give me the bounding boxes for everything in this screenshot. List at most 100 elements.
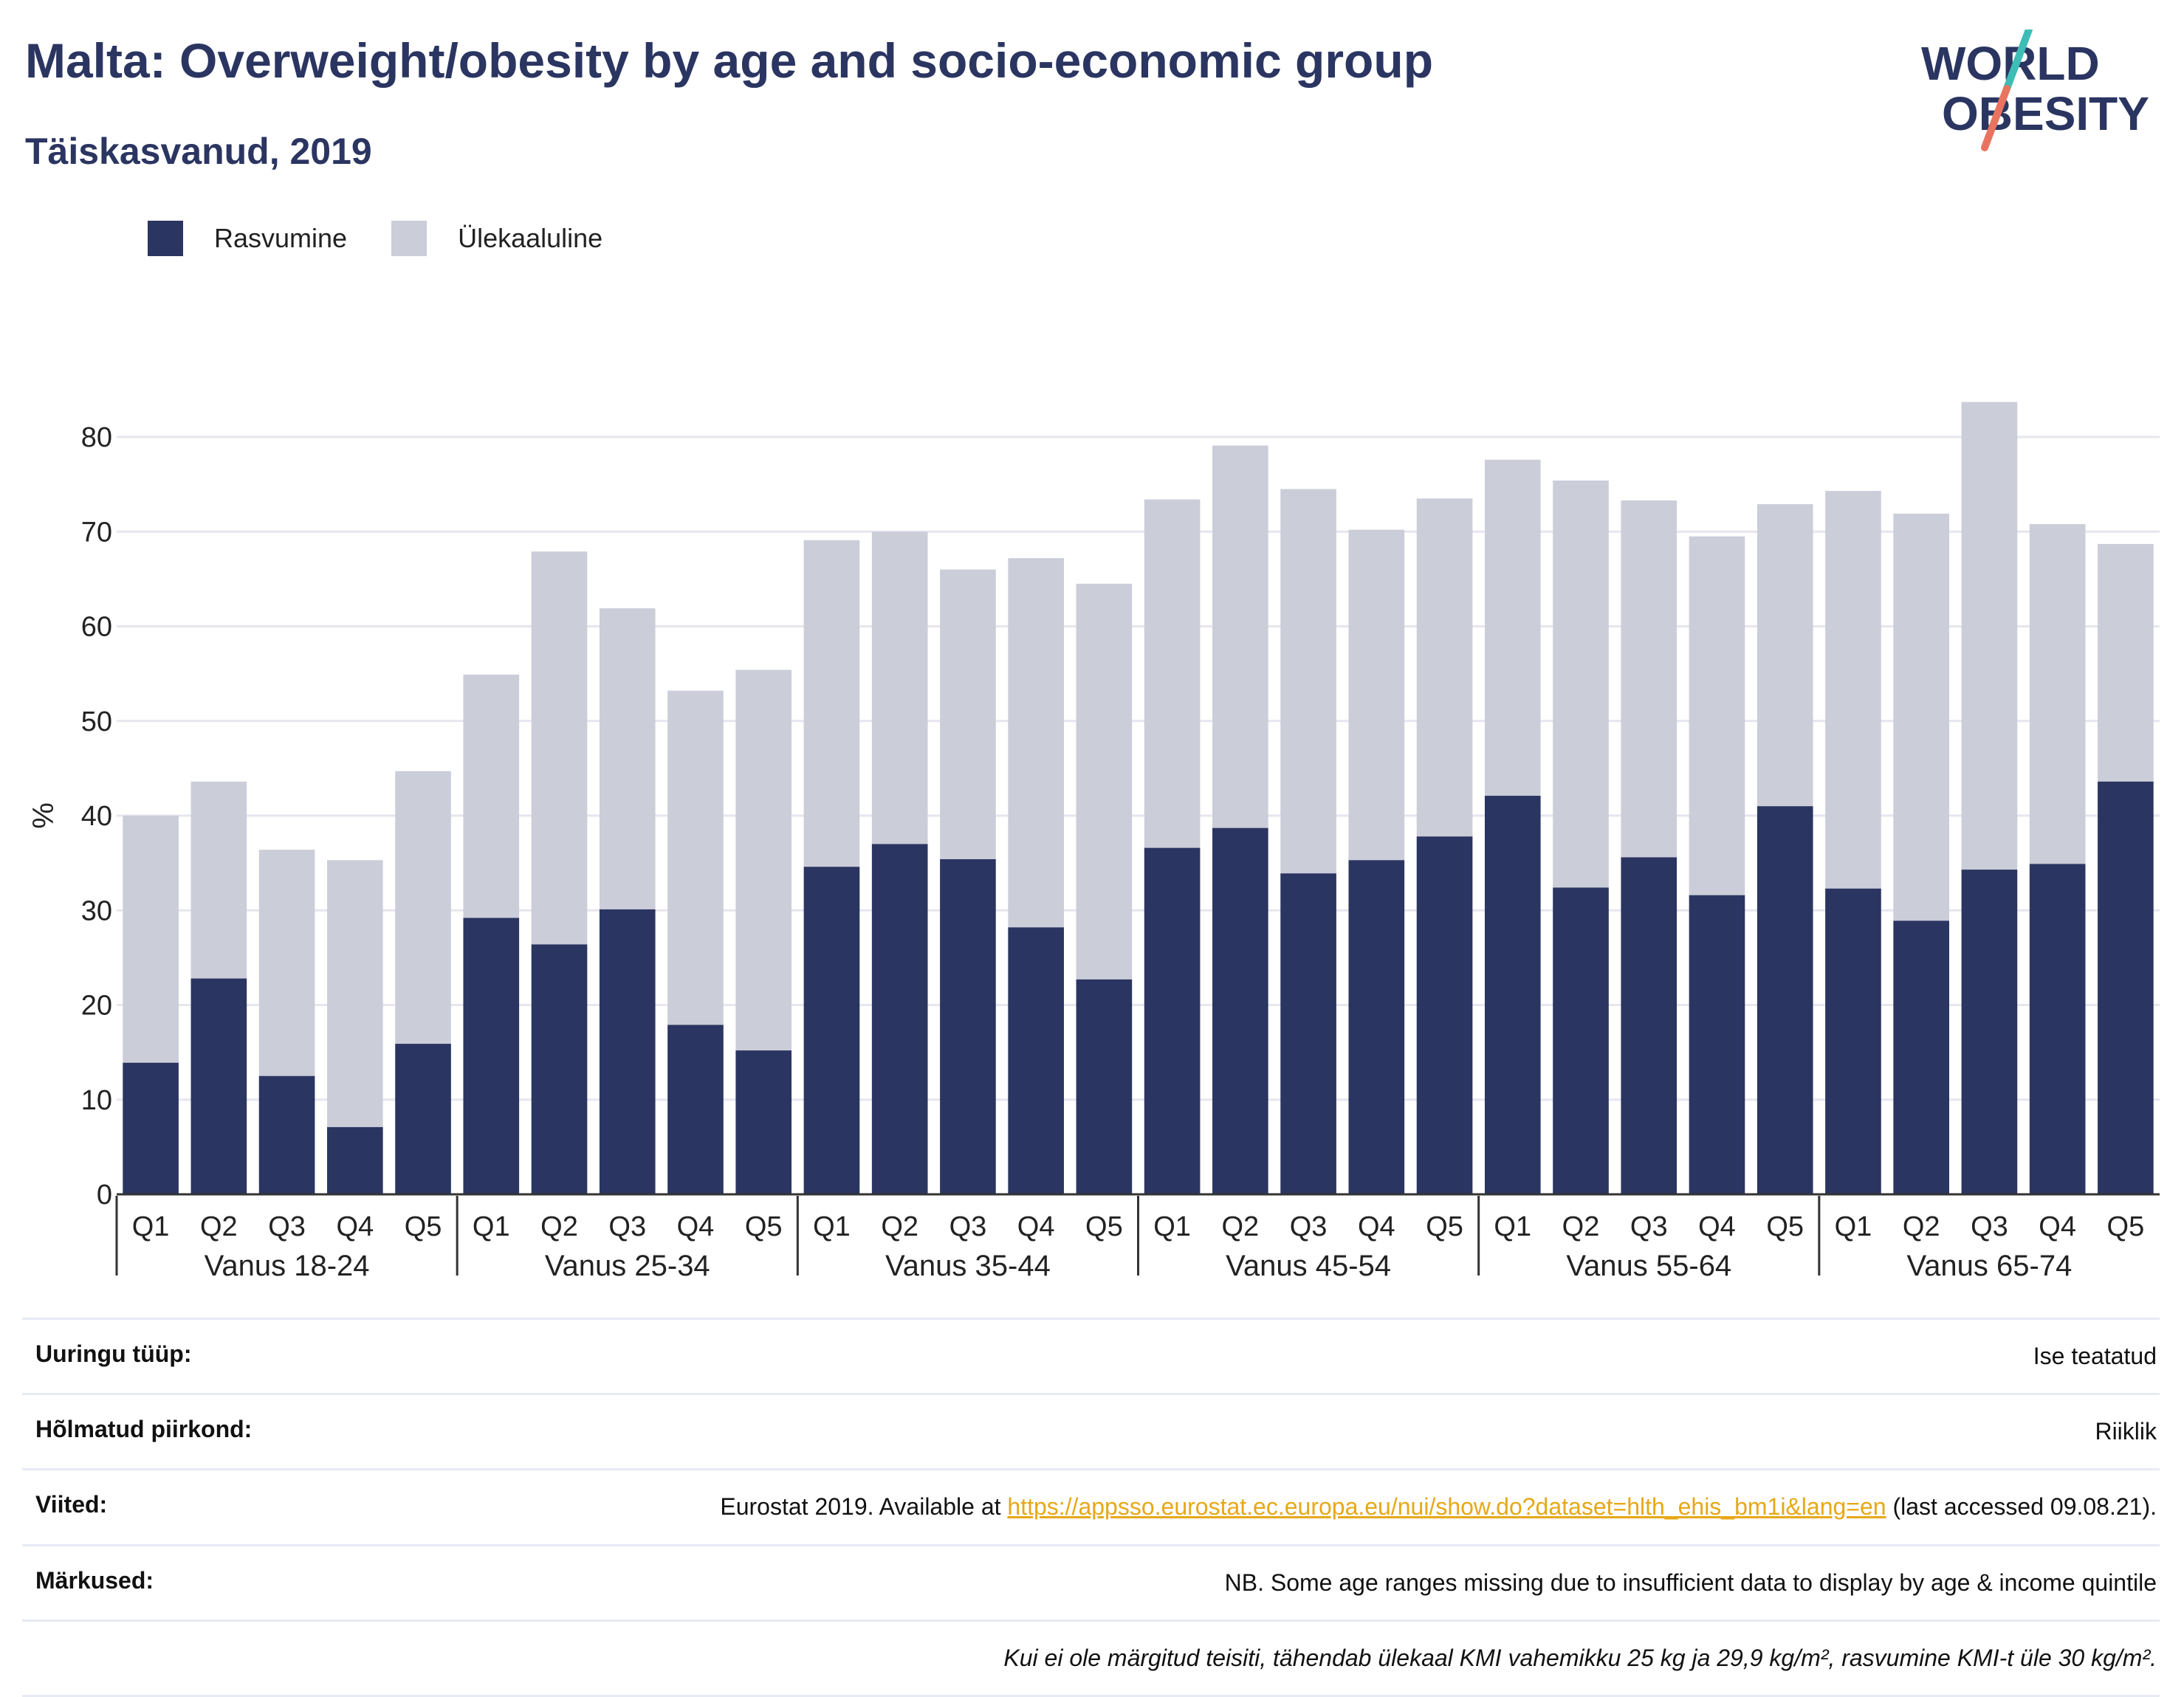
x-tick-label-g2-q2: Q2: [540, 1211, 578, 1242]
group-label-1: Vanus 18-24: [205, 1250, 370, 1282]
y-tick-label-0: 0: [97, 1180, 112, 1211]
bar-overweight-g4-q2: [1212, 445, 1268, 828]
bar-obesity-g6-q5: [2098, 781, 2154, 1194]
bar-overweight-g3-q1: [803, 540, 860, 867]
bar-obesity-g1-q3: [258, 1075, 315, 1194]
x-tick-label-g4-q4: Q4: [1358, 1211, 1395, 1242]
x-tick-label-g3-q5: Q5: [1085, 1211, 1123, 1242]
x-tick-label-g1-q2: Q2: [200, 1211, 238, 1242]
group-label-4: Vanus 45-54: [1226, 1250, 1391, 1282]
bar-obesity-g2-q2: [531, 944, 588, 1194]
x-tick-label-g5-q2: Q2: [1562, 1211, 1600, 1242]
references-value: Eurostat 2019. Available at https://apps…: [720, 1491, 2160, 1523]
x-tick-label-g3-q4: Q4: [1017, 1211, 1055, 1242]
x-tick-label-g6-q5: Q5: [2107, 1211, 2145, 1242]
y-tick-label-50: 50: [81, 706, 112, 737]
x-tick-label-g6-q3: Q3: [1971, 1211, 2008, 1242]
bar-overweight-g1-q3: [258, 850, 315, 1076]
bar-obesity-g3-q2: [871, 844, 928, 1194]
bar-obesity-g5-q1: [1484, 796, 1541, 1194]
legend-label-obesity: Rasvumine: [214, 223, 348, 253]
bar-obesity-g3-q3: [940, 858, 996, 1194]
y-tick-label-70: 70: [81, 517, 112, 548]
bar-obesity-g3-q4: [1008, 927, 1064, 1194]
x-tick-label-g6-q2: Q2: [1903, 1211, 1940, 1242]
logo-line-obesity: OBESITY: [1942, 87, 2149, 140]
logo-slash-coral: [1981, 85, 2010, 151]
x-tick-label-g2-q1: Q1: [473, 1211, 510, 1242]
info-table: Uuringu tüüp: Ise teatatud Hõlmatud piir…: [22, 1318, 2160, 1697]
bar-obesity-g4-q3: [1280, 873, 1336, 1194]
bar-obesity-g1-q1: [123, 1062, 179, 1194]
x-tick-label-g5-q5: Q5: [1766, 1211, 1804, 1242]
bar-obesity-g2-q3: [599, 909, 656, 1194]
bar-overweight-g2-q3: [599, 608, 656, 909]
stacked-bar-chart: 0 10 20 30 40 50 60 70 80% Q1 Q2 Q3 Q4 Q5 Vanus 18-24 Q…: [27, 402, 2160, 1282]
references-link[interactable]: https://appsso.eurostat.ec.europa.eu/nui…: [1007, 1493, 1886, 1521]
y-tick-label-10: 10: [81, 1085, 112, 1116]
bar-overweight-g4-q4: [1348, 529, 1405, 861]
bar-obesity-g1-q5: [395, 1044, 451, 1194]
bar-overweight-g1-q4: [327, 860, 383, 1127]
y-tick-label-80: 80: [81, 422, 112, 453]
x-tick-label-g3-q3: Q3: [950, 1211, 987, 1242]
bar-overweight-g2-q5: [735, 669, 792, 1051]
x-tick-label-g2-q5: Q5: [745, 1211, 783, 1242]
x-tick-label-g5-q4: Q4: [1698, 1211, 1736, 1242]
bar-obesity-g4-q1: [1144, 847, 1201, 1194]
legend-item-obesity[interactable]: Rasvumine: [148, 221, 347, 256]
bar-overweight-g5-q3: [1621, 500, 1678, 858]
bar-overweight-g2-q4: [667, 690, 724, 1025]
bar-overweight-g1-q1: [123, 816, 179, 1063]
bar-obesity-g5-q2: [1553, 887, 1609, 1194]
info-row-notes: Märkused: NB. Some age ranges missing du…: [22, 1543, 2160, 1619]
legend-swatch-overweight: [391, 221, 427, 256]
bar-obesity-g6-q3: [1961, 870, 2018, 1194]
bar-overweight-g1-q2: [190, 781, 247, 979]
bar-obesity-g4-q2: [1212, 827, 1268, 1194]
bar-obesity-g6-q1: [1825, 888, 1881, 1194]
bar-obesity-g2-q4: [667, 1025, 724, 1194]
bar-overweight-g6-q1: [1825, 491, 1881, 889]
y-axis-label: %: [27, 802, 60, 829]
references-suffix: (last accessed 09.08.21).: [1886, 1493, 2157, 1521]
bar-obesity-g4-q5: [1416, 836, 1473, 1194]
x-tick-label-g5-q1: Q1: [1494, 1211, 1531, 1242]
bar-obesity-g6-q4: [2029, 864, 2086, 1194]
bar-obesity-g3-q5: [1076, 979, 1133, 1194]
info-row-region: Hõlmatud piirkond: Riiklik: [22, 1393, 2160, 1468]
bar-obesity-g5-q4: [1689, 895, 1745, 1194]
bar-obesity-g5-q5: [1757, 806, 1813, 1194]
y-tick-label-40: 40: [81, 801, 112, 832]
bar-overweight-g5-q4: [1689, 536, 1745, 895]
x-tick-label-g1-q1: Q1: [132, 1211, 170, 1242]
bar-obesity-g2-q1: [463, 918, 520, 1194]
x-tick-label-g3-q2: Q2: [881, 1211, 918, 1242]
bar-obesity-g2-q5: [735, 1050, 792, 1194]
group-label-6: Vanus 65-74: [1906, 1250, 2072, 1282]
legend-item-overweight[interactable]: Ülekaaluline: [391, 221, 602, 256]
region-value: Riiklik: [2095, 1418, 2157, 1445]
bar-overweight-g6-q5: [2098, 543, 2154, 782]
notes-label: Märkused:: [35, 1566, 154, 1594]
survey-type-label: Uuringu tüüp:: [35, 1340, 192, 1367]
chart-legend: Rasvumine Ülekaaluline: [148, 218, 647, 259]
bar-overweight-g5-q5: [1757, 504, 1813, 807]
bar-obesity-g4-q4: [1348, 860, 1405, 1194]
chart-title: Malta: Overweight/obesity by age and soc…: [25, 33, 1434, 88]
x-tick-label-g1-q5: Q5: [405, 1211, 442, 1242]
bar-overweight-g3-q2: [871, 531, 928, 844]
x-tick-label-g2-q4: Q4: [677, 1211, 715, 1242]
y-tick-label-30: 30: [81, 895, 112, 926]
region-label: Hõlmatud piirkond:: [35, 1416, 253, 1443]
chart-subtitle: Täiskasvanud, 2019: [25, 131, 372, 172]
bar-overweight-g6-q3: [1961, 402, 2018, 870]
bar-obesity-g6-q2: [1893, 920, 1949, 1194]
x-tick-label-g1-q3: Q3: [268, 1211, 306, 1242]
bar-overweight-g3-q5: [1076, 583, 1133, 980]
x-tick-label-g5-q3: Q3: [1630, 1211, 1668, 1242]
logo-slash-teal: [2003, 30, 2033, 92]
bar-obesity-g3-q1: [803, 867, 860, 1194]
notes-value: NB. Some age ranges missing due to insuf…: [1224, 1569, 2157, 1596]
world-obesity-logo: WORLD OBESITY: [1921, 30, 2149, 151]
